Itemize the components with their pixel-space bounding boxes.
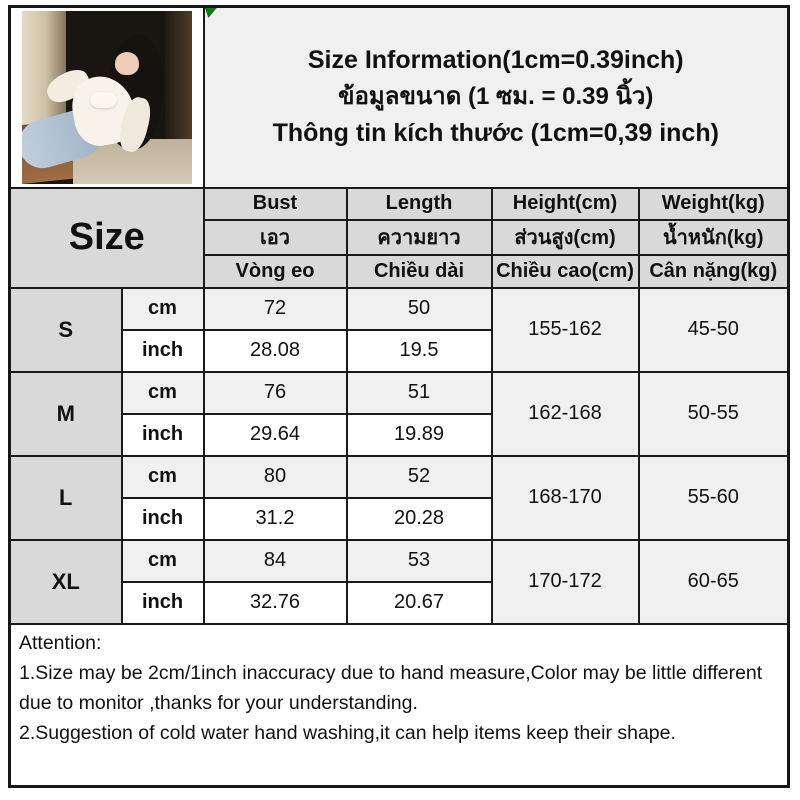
attention-note-2: 2.Suggestion of cold water hand washing,…: [19, 722, 676, 745]
title-vi: Thông tin kích thước (1cm=0,39 inch): [272, 119, 719, 148]
cell-l-weight: 55-60: [637, 454, 790, 541]
cell-l-cm-length: 52: [345, 454, 493, 499]
table-row: inch 32.76 20.67: [10, 580, 789, 625]
cell-m-inch-length: 19.89: [345, 412, 493, 457]
photo-wall: [164, 10, 192, 141]
attention-section: Attention: 1.Size may be 2cm/1inch inacc…: [8, 622, 790, 788]
col-header-bust-vi: Vòng eo: [202, 253, 348, 289]
cell-s-cm-length: 50: [345, 286, 493, 331]
cell-xl-cm-length: 53: [345, 538, 493, 583]
table-row: XL cm 84 53 170-172 60-65: [8, 538, 790, 625]
attention-heading: Attention:: [19, 631, 102, 654]
header-row-th: เอว ความยาว ส่วนสูง(cm) น้ำหนัก(kg): [10, 218, 790, 256]
table-row: inch 28.08 19.5: [10, 328, 789, 373]
cell-l-inch-length: 20.28: [345, 496, 493, 541]
size-label-xl: XL: [8, 538, 123, 625]
col-header-height-th: ส่วนสูง(cm): [490, 218, 640, 256]
col-header-length-en: Length: [345, 186, 493, 221]
model-photo: [21, 10, 192, 184]
col-header-height-en: Height(cm): [490, 186, 640, 221]
title-th: ข้อมูลขนาด (1 ซม. = 0.39 นิ้ว): [338, 83, 654, 111]
size-column-header: Size: [8, 186, 205, 289]
header-row-en: Size Bust Length Height(cm) Weight(kg): [8, 186, 790, 289]
title-en: Size Information(1cm=0.39inch): [307, 45, 684, 74]
cell-m-inch-bust: 29.64: [202, 412, 348, 457]
col-header-length-vi: Chiều dài: [345, 253, 493, 289]
cell-xl-weight: 60-65: [637, 538, 790, 625]
unit-label-cm: cm: [120, 286, 205, 331]
size-label-l: L: [8, 454, 123, 541]
unit-label-inch: inch: [120, 580, 205, 625]
unit-label-inch: inch: [120, 496, 205, 541]
cell-xl-inch-length: 20.67: [345, 580, 493, 625]
cell-xl-cm-bust: 84: [202, 538, 348, 583]
col-header-bust-en: Bust: [202, 186, 348, 221]
cell-s-weight: 45-50: [637, 286, 790, 373]
table-row: M cm 76 51 162-168 50-55: [8, 370, 790, 457]
photo-model-bow: [89, 92, 117, 108]
cell-corner-marker-icon: [205, 8, 218, 18]
unit-label-cm: cm: [120, 538, 205, 583]
col-header-weight-en: Weight(kg): [637, 186, 790, 221]
table-row: S cm 72 50 155-162 45-50: [8, 286, 790, 373]
cell-xl-height: 170-172: [490, 538, 640, 625]
title-band: Size Information(1cm=0.39inch) ข้อมูลขนา…: [8, 5, 790, 189]
cell-l-inch-bust: 31.2: [202, 496, 348, 541]
col-header-height-vi: Chiều cao(cm): [490, 253, 640, 289]
unit-label-inch: inch: [120, 328, 205, 373]
size-label-m: M: [8, 370, 123, 457]
cell-m-cm-bust: 76: [202, 370, 348, 415]
attention-row: Attention: 1.Size may be 2cm/1inch inacc…: [8, 622, 790, 788]
unit-label-cm: cm: [120, 454, 205, 499]
table-row: inch 31.2 20.28: [10, 496, 789, 541]
cell-s-inch-length: 19.5: [345, 328, 493, 373]
col-header-length-th: ความยาว: [345, 218, 493, 256]
photo-model-face: [115, 52, 140, 75]
cell-l-cm-bust: 80: [202, 454, 348, 499]
title-cell: Size Information(1cm=0.39inch) ข้อมูลขนา…: [202, 5, 790, 189]
unit-label-cm: cm: [120, 370, 205, 415]
cell-s-inch-bust: 28.08: [202, 328, 348, 373]
cell-l-height: 168-170: [490, 454, 640, 541]
cell-m-height: 162-168: [490, 370, 640, 457]
cell-s-cm-bust: 72: [202, 286, 348, 331]
table-row: inch 29.64 19.89: [10, 412, 789, 457]
unit-label-inch: inch: [120, 412, 205, 457]
header-row-vi: Vòng eo Chiều dài Chiều cao(cm) Cân nặng…: [10, 253, 790, 289]
col-header-bust-th: เอว: [202, 218, 348, 256]
product-photo-cell: [8, 5, 205, 189]
size-chart-table: Size Information(1cm=0.39inch) ข้อมูลขนา…: [8, 5, 790, 788]
size-label-s: S: [8, 286, 123, 373]
cell-m-weight: 50-55: [637, 370, 790, 457]
col-header-weight-vi: Cân nặng(kg): [637, 253, 790, 289]
attention-note-1: 1.Size may be 2cm/1inch inaccuracy due t…: [19, 661, 763, 714]
cell-m-cm-length: 51: [345, 370, 493, 415]
table-row: L cm 80 52 168-170 55-60: [8, 454, 790, 541]
cell-xl-inch-bust: 32.76: [202, 580, 348, 625]
col-header-weight-th: น้ำหนัก(kg): [637, 218, 790, 256]
cell-s-height: 155-162: [490, 286, 640, 373]
